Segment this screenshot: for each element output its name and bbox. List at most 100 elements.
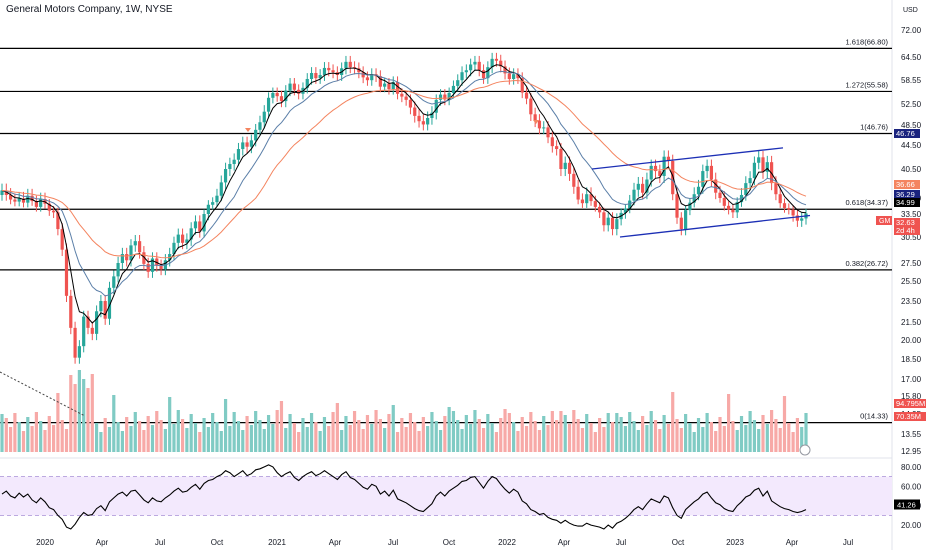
candle-body: [271, 92, 275, 98]
candle-body: [400, 93, 404, 97]
candle-body: [727, 205, 731, 210]
volume-bar: [580, 428, 585, 452]
candle-body: [322, 67, 327, 75]
candle-body: [266, 97, 271, 112]
volume-bar: [684, 414, 688, 452]
volume-bar: [748, 411, 752, 452]
candle-body: [275, 92, 279, 97]
volume-bar: [125, 417, 129, 452]
candle-body: [223, 169, 228, 183]
volume-bar: [524, 426, 529, 452]
volume-bar: [649, 411, 653, 452]
volume-bar: [752, 420, 757, 452]
candle-body: [262, 111, 266, 123]
volume-bar: [761, 415, 765, 452]
volume-bar: [383, 428, 387, 452]
price-badge-label: 36.29: [896, 190, 915, 199]
volume-bar: [572, 410, 576, 452]
volume-bar: [718, 417, 722, 452]
rsi-band: [0, 476, 892, 516]
rsi-badge: [894, 499, 920, 510]
volume-bar: [219, 431, 223, 452]
candle-body: [456, 80, 460, 86]
volume-bar: [705, 413, 709, 452]
volume-bar: [593, 432, 597, 452]
volume-bar: [701, 427, 705, 452]
price-tick-label: 25.50: [901, 277, 922, 286]
candle-body: [77, 346, 81, 358]
volume-bar: [499, 418, 503, 452]
volume-bar: [146, 416, 150, 452]
volume-bar: [563, 415, 567, 452]
candle-body: [533, 114, 537, 121]
volume-bar: [189, 414, 193, 452]
volume-bar: [731, 421, 735, 452]
volume-bar: [21, 431, 26, 452]
volume-bar: [116, 422, 120, 452]
price-tick-label: 21.50: [901, 318, 922, 327]
volume-bar: [658, 429, 662, 452]
volume-bar: [77, 370, 81, 452]
volume-bar: [206, 427, 210, 452]
candle-body: [206, 204, 210, 214]
volume-bar: [606, 413, 610, 452]
volume-bar: [64, 429, 69, 452]
candle-body: [189, 228, 193, 240]
volume-bar: [782, 396, 787, 452]
candle-body: [757, 157, 761, 163]
volume-bar: [469, 424, 473, 452]
candle-body: [714, 179, 718, 193]
volume-bar: [714, 431, 718, 452]
candle-body: [464, 70, 468, 73]
volume-bar: [417, 431, 421, 452]
candle-body: [473, 61, 477, 65]
candle-body: [413, 107, 417, 116]
volume-bar: [352, 411, 357, 452]
candle-body: [542, 127, 546, 129]
candle-body: [752, 162, 757, 179]
candle-body: [60, 229, 64, 250]
fib-level-label: 1.272(55.58): [845, 80, 888, 89]
candle-body: [107, 287, 112, 319]
volume-bar: [400, 418, 404, 452]
volume-bar: [662, 415, 666, 452]
fib-level-label: 1.618(66.80): [845, 37, 888, 46]
price-badge-label: 34.99: [896, 198, 915, 207]
candle-body: [0, 190, 4, 195]
candle-body: [249, 140, 253, 147]
candle-body: [112, 276, 116, 288]
volume-bar: [90, 374, 94, 452]
candle-body: [524, 92, 529, 99]
volume-bar: [305, 427, 309, 452]
time-tick-label: Apr: [558, 538, 571, 547]
candle-body: [684, 210, 688, 230]
candle-body: [559, 149, 563, 169]
channel-lower-line: [619, 214, 811, 238]
candle-body: [142, 252, 146, 264]
volume-bar: [172, 424, 176, 452]
candle-body: [137, 241, 142, 253]
signal-marker-icon: [533, 120, 539, 124]
volume-bar: [198, 432, 202, 452]
candle-body: [494, 58, 499, 61]
volume-bar: [155, 411, 159, 452]
candle-body: [408, 99, 413, 108]
candle-body: [555, 146, 559, 150]
volume-bar: [297, 432, 301, 452]
candle-body: [133, 241, 137, 246]
volume-bar: [86, 388, 90, 452]
volume-bar: [254, 411, 258, 452]
candle-body: [193, 221, 198, 229]
price-tick-label: 30.50: [901, 233, 922, 242]
price-badge-label: 2d 4h: [896, 226, 915, 235]
volume-bar: [434, 421, 438, 452]
volume-bar: [460, 429, 464, 452]
time-tick-label: Apr: [786, 538, 799, 547]
volume-bar: [142, 430, 146, 452]
time-tick-label: 2023: [726, 538, 744, 547]
candle-body: [314, 73, 318, 79]
volume-bar: [99, 432, 103, 452]
volume-bar: [739, 416, 744, 452]
volume-bar: [223, 399, 228, 452]
